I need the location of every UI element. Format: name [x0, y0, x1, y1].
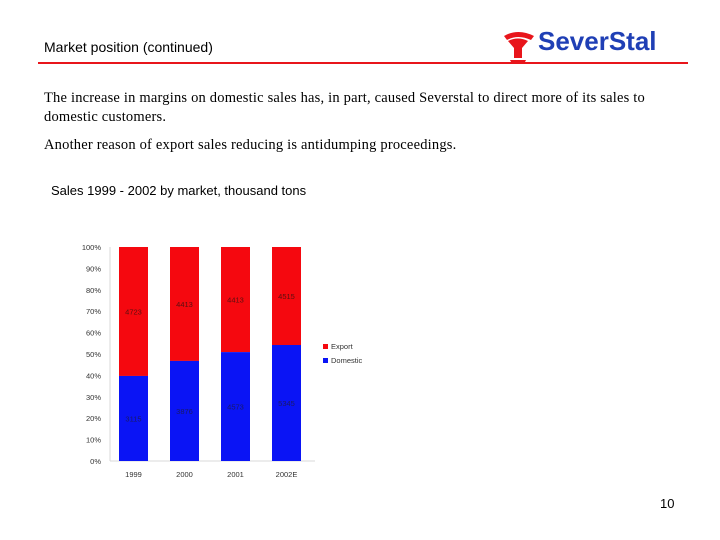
y-tick-label: 60% [86, 329, 101, 338]
data-label-domestic: 3876 [176, 407, 193, 416]
data-label-export: 4515 [278, 292, 295, 301]
logo-emblem-icon [504, 32, 534, 64]
bar-domestic [119, 375, 148, 461]
data-label-domestic: 5345 [278, 399, 295, 408]
x-tick-label: 2001 [227, 470, 244, 479]
legend-swatch [323, 344, 328, 349]
bar-export [119, 247, 148, 376]
logo-wordmark: SeverStal [538, 26, 657, 56]
y-tick-label: 30% [86, 393, 101, 402]
x-tick-label: 1999 [125, 470, 142, 479]
legend-label: Export [331, 342, 354, 351]
x-tick-label: 2000 [176, 470, 193, 479]
bar-export [221, 247, 250, 353]
paragraph-antidumping: Another reason of export sales reducing … [44, 137, 457, 153]
y-tick-label: 20% [86, 414, 101, 423]
bar-domestic [170, 360, 199, 461]
legend-swatch [323, 358, 328, 363]
y-tick-label: 100% [82, 243, 102, 252]
stacked-bar-chart: 0% 10% 20% 30% 40% 50% 60% 70% 80% 90% 100% 4723 311… [82, 243, 363, 479]
chart-title: Sales 1999 - 2002 by market, thousand to… [51, 183, 307, 198]
data-label-export: 4723 [125, 307, 142, 316]
page-number: 10 [660, 496, 675, 511]
y-tick-label: 80% [86, 286, 101, 295]
x-tick-label: 2002E [276, 470, 298, 479]
slide-title: Market position (continued) [44, 39, 213, 55]
y-tick-label: 50% [86, 350, 101, 359]
data-label-export: 4413 [227, 296, 244, 305]
bar-domestic [221, 352, 250, 461]
severstal-logo: SeverStal [504, 26, 657, 64]
title-divider [38, 62, 688, 64]
data-label-domestic: 4573 [227, 403, 244, 412]
bar-export [170, 247, 199, 361]
y-tick-label: 10% [86, 436, 101, 445]
bar-domestic [272, 344, 301, 461]
data-label-export: 4413 [176, 300, 193, 309]
y-tick-label: 40% [86, 371, 101, 380]
data-label-domestic: 3115 [125, 414, 141, 423]
paragraph-margins: The increase in margins on domestic sale… [44, 90, 645, 125]
legend-label: Domestic [331, 356, 363, 365]
y-tick-label: 0% [90, 457, 101, 466]
y-tick-label: 70% [86, 307, 101, 316]
bar-export [272, 247, 301, 345]
y-tick-label: 90% [86, 264, 101, 273]
